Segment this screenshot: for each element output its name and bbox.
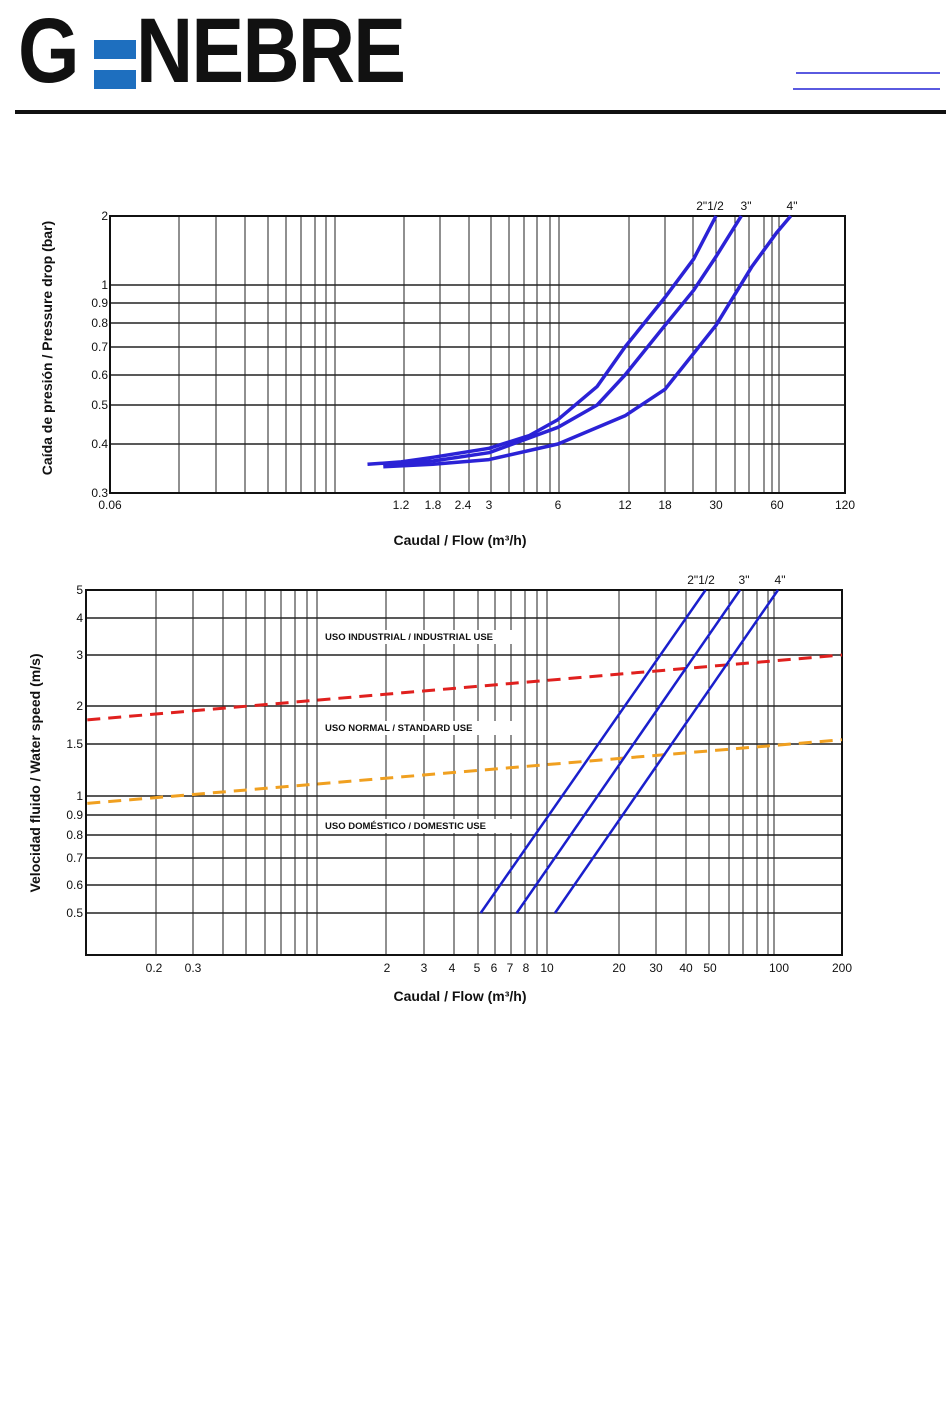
zone-label: USO INDUSTRIAL / INDUSTRIAL USE: [325, 632, 493, 643]
y-tick-label: 1: [76, 789, 83, 803]
x-tick-label: 3: [486, 498, 493, 512]
y-tick-label: 1.5: [66, 737, 83, 751]
header-link-line-2[interactable]: [793, 88, 940, 90]
y-tick-label: 3: [76, 648, 83, 662]
x-tick-label: 4: [449, 961, 456, 975]
y-tick-label: 0.7: [91, 340, 108, 354]
plot-frame: [85, 589, 843, 956]
x-tick-label: 12: [618, 498, 632, 512]
x-tick-label: 6: [491, 961, 498, 975]
y-tick-label: 2: [76, 699, 83, 713]
y-tick-label: 0.4: [91, 437, 108, 451]
zone-label-bg: [321, 630, 517, 644]
header-divider: [15, 110, 946, 114]
series-line-1: [383, 215, 743, 467]
series-line-0: [367, 215, 718, 467]
series-label: 2"1/2: [696, 199, 724, 213]
x-tick-label: 0.2: [146, 961, 163, 975]
y-tick-label: 0.6: [66, 878, 83, 892]
zone-label: USO NORMAL / STANDARD USE: [325, 723, 472, 734]
y-tick-label: 0.3: [91, 486, 108, 500]
x-tick-label: 0.3: [185, 961, 202, 975]
x-tick-label: 8: [523, 961, 530, 975]
y-tick-label: 0.9: [66, 808, 83, 822]
series-line-1: [515, 589, 742, 914]
logo-bar-bottom: [94, 70, 136, 89]
y-axis-title: Caída de presión / Pressure drop (bar): [39, 221, 55, 475]
x-axis-title: Caudal / Flow (m³/h): [394, 988, 527, 1004]
series-label: 3": [739, 573, 750, 587]
series-line-2: [383, 214, 793, 469]
chart-2: 0.2 0.3 2 3 4 5 6 7 8 10 20 30 40 50 100 20054321.510.9…: [27, 573, 852, 1004]
reference-line-industrial-limit: [87, 653, 843, 722]
x-tick-label: 20: [612, 961, 626, 975]
x-tick-label: 7: [507, 961, 514, 975]
x-tick-label: 2: [384, 961, 391, 975]
y-tick-label: 5: [76, 583, 83, 597]
x-tick-label: 200: [832, 961, 852, 975]
x-tick-label: 10: [540, 961, 554, 975]
y-tick-label: 0.5: [91, 398, 108, 412]
x-tick-label: 50: [703, 961, 717, 975]
logo-letter-g: G: [18, 0, 80, 102]
x-tick-label: 1.2: [393, 498, 410, 512]
x-tick-label: 30: [709, 498, 723, 512]
reference-line-standard-limit: [87, 738, 843, 805]
y-tick-label: 0.9: [91, 296, 108, 310]
series-label: 2"1/2: [687, 573, 715, 587]
y-tick-label: 0.5: [66, 906, 83, 920]
x-tick-label: 1.8: [425, 498, 442, 512]
y-tick-label: 4: [76, 611, 83, 625]
logo-bar-top: [94, 40, 136, 59]
genebre-logo: G NEBRE: [18, 0, 480, 102]
y-tick-label: 2: [101, 209, 108, 223]
x-tick-label: 3: [421, 961, 428, 975]
series-label: 3": [741, 199, 752, 213]
plot-frame: [109, 215, 846, 494]
series-line-0: [479, 589, 707, 914]
x-tick-label: 6: [555, 498, 562, 512]
zone-label-bg: [321, 721, 517, 735]
x-axis-title: Caudal / Flow (m³/h): [394, 532, 527, 548]
x-tick-label: 2.4: [455, 498, 472, 512]
series-label: 4": [787, 199, 798, 213]
x-tick-label: 30: [649, 961, 663, 975]
logo-letters: NEBRE: [136, 0, 406, 102]
zone-label: USO DOMÉSTICO / DOMESTIC USE: [325, 821, 486, 832]
chart-1: 0.06 1.2 1.8 2.4 3 6 12 18 30 60 120 2 1 0.9 0.8 0.7 0.6…: [39, 199, 855, 548]
x-tick-label: 100: [769, 961, 789, 975]
series-line-2: [553, 589, 780, 914]
x-tick-label: 0.06: [98, 498, 122, 512]
y-axis-title: Velocidad fluido / Water speed (m/s): [27, 653, 43, 892]
x-tick-label: 18: [658, 498, 672, 512]
header-link-line-1[interactable]: [796, 72, 940, 74]
x-tick-label: 120: [835, 498, 855, 512]
series-label: 4": [775, 573, 786, 587]
y-tick-label: 0.7: [66, 851, 83, 865]
y-tick-label: 0.6: [91, 368, 108, 382]
x-tick-label: 40: [679, 961, 693, 975]
y-tick-label: 0.8: [91, 316, 108, 330]
y-tick-label: 0.8: [66, 828, 83, 842]
x-tick-label: 5: [474, 961, 481, 975]
y-tick-label: 1: [101, 278, 108, 292]
zone-label-bg: [321, 819, 517, 833]
x-tick-label: 60: [770, 498, 784, 512]
